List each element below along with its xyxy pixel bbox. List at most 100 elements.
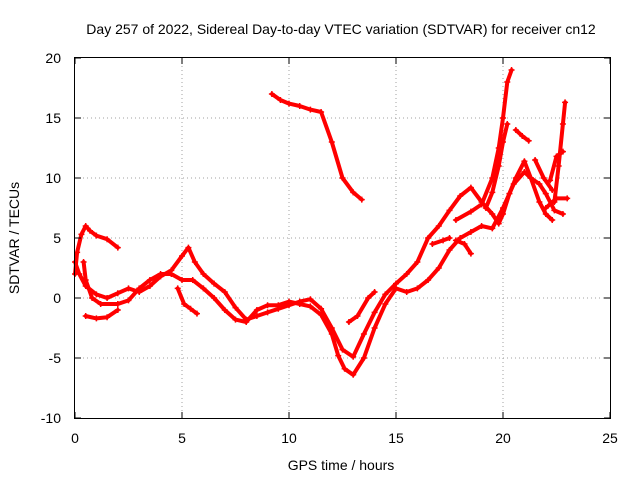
data-point-marker: [414, 259, 421, 265]
data-point-marker: [467, 229, 474, 235]
data-point-marker: [221, 289, 228, 295]
data-point-marker: [86, 227, 93, 234]
data-point-marker: [549, 217, 556, 223]
data-point-marker: [540, 175, 547, 181]
chart-title: Day 257 of 2022, Sidereal Day-to-day VTE…: [86, 21, 596, 37]
data-point-marker: [461, 241, 468, 247]
y-axis-label: SDTVAR / TECUs: [6, 182, 22, 294]
data-point-marker: [125, 285, 132, 292]
data-point-marker: [478, 223, 485, 229]
data-point-marker: [221, 307, 228, 313]
data-point-marker: [504, 121, 511, 127]
data-point-marker: [328, 331, 335, 337]
data-point-marker: [341, 365, 348, 372]
data-point-marker: [146, 283, 153, 289]
data-point-marker: [200, 285, 207, 292]
data-point-marker: [542, 205, 549, 211]
data-point-marker: [482, 205, 489, 211]
data-point-marker: [371, 289, 378, 295]
data-point-marker: [435, 223, 442, 229]
data-point-marker: [146, 277, 153, 283]
data-point-marker: [425, 235, 432, 241]
data-point-marker: [467, 250, 474, 257]
data-point-marker: [211, 295, 218, 301]
data-point-marker: [187, 305, 194, 312]
data-point-marker: [382, 291, 389, 298]
data-point-marker: [89, 295, 96, 301]
data-point-marker: [519, 133, 526, 139]
data-point-marker: [179, 253, 185, 259]
data-point-marker: [495, 163, 502, 169]
data-point-marker: [350, 371, 357, 378]
data-point-marker: [189, 277, 196, 283]
data-point-marker: [371, 325, 378, 331]
y-tick-label: 5: [53, 230, 61, 246]
data-point-marker: [296, 301, 303, 307]
data-point-marker: [414, 285, 421, 292]
y-tick-label: 20: [45, 50, 61, 66]
data-point-marker: [296, 103, 303, 109]
data-point-marker: [500, 205, 506, 211]
data-point-marker: [82, 277, 89, 283]
data-point-marker: [318, 311, 325, 318]
data-point-marker: [350, 189, 357, 196]
data-point-marker: [536, 181, 543, 187]
data-point-marker: [253, 307, 260, 313]
y-tick-label: 15: [45, 110, 61, 126]
y-tick-label: -10: [41, 410, 61, 426]
data-point-marker: [339, 175, 346, 181]
data-point-marker: [500, 139, 506, 145]
series-arc-7: [269, 92, 364, 202]
data-point-marker: [446, 235, 453, 241]
data-point-marker: [307, 303, 314, 310]
data-point-marker: [174, 285, 181, 292]
data-point-marker: [181, 301, 188, 307]
data-point-marker: [551, 207, 558, 214]
data-series: [72, 67, 571, 378]
data-point-marker: [93, 232, 100, 239]
data-point-marker: [403, 289, 410, 295]
data-point-marker: [532, 157, 539, 163]
data-point-marker: [339, 346, 346, 353]
data-point-marker: [125, 297, 132, 304]
data-point-marker: [440, 237, 447, 244]
data-point-marker: [78, 231, 85, 238]
data-point-marker: [354, 313, 361, 319]
data-point-marker: [525, 137, 532, 144]
data-point-marker: [318, 109, 325, 115]
data-point-marker: [268, 91, 275, 97]
x-tick-label: 0: [71, 430, 79, 446]
y-tick-label: 0: [53, 290, 61, 306]
data-point-marker: [275, 302, 282, 309]
data-point-marker: [510, 181, 517, 187]
plot-frame: [74, 57, 611, 419]
data-point-marker: [521, 169, 528, 175]
data-point-marker: [286, 298, 292, 305]
data-point-marker: [104, 236, 111, 243]
data-point-marker: [114, 301, 121, 307]
data-point-marker: [457, 235, 464, 241]
data-point-marker: [500, 115, 506, 121]
data-point-marker: [360, 355, 367, 361]
data-point-marker: [360, 331, 367, 337]
series-arc-4: [83, 308, 120, 321]
data-point-marker: [382, 301, 389, 307]
data-point-marker: [489, 225, 496, 232]
data-point-marker: [457, 193, 464, 199]
data-point-marker: [489, 211, 496, 217]
data-point-marker: [467, 184, 474, 191]
x-tick-label: 20: [495, 430, 511, 446]
data-point-marker: [358, 196, 365, 203]
data-point-marker: [93, 291, 100, 298]
data-point-marker: [345, 319, 352, 325]
data-point-marker: [452, 217, 459, 223]
y-tick-label: 10: [45, 170, 61, 186]
data-point-marker: [542, 190, 549, 197]
data-point-marker: [80, 259, 87, 265]
data-point-marker: [114, 244, 121, 251]
data-point-marker: [114, 307, 121, 313]
data-point-marker: [512, 127, 519, 133]
x-tick-label: 25: [602, 430, 618, 446]
data-point-marker: [536, 199, 543, 205]
data-point-marker: [232, 304, 239, 311]
